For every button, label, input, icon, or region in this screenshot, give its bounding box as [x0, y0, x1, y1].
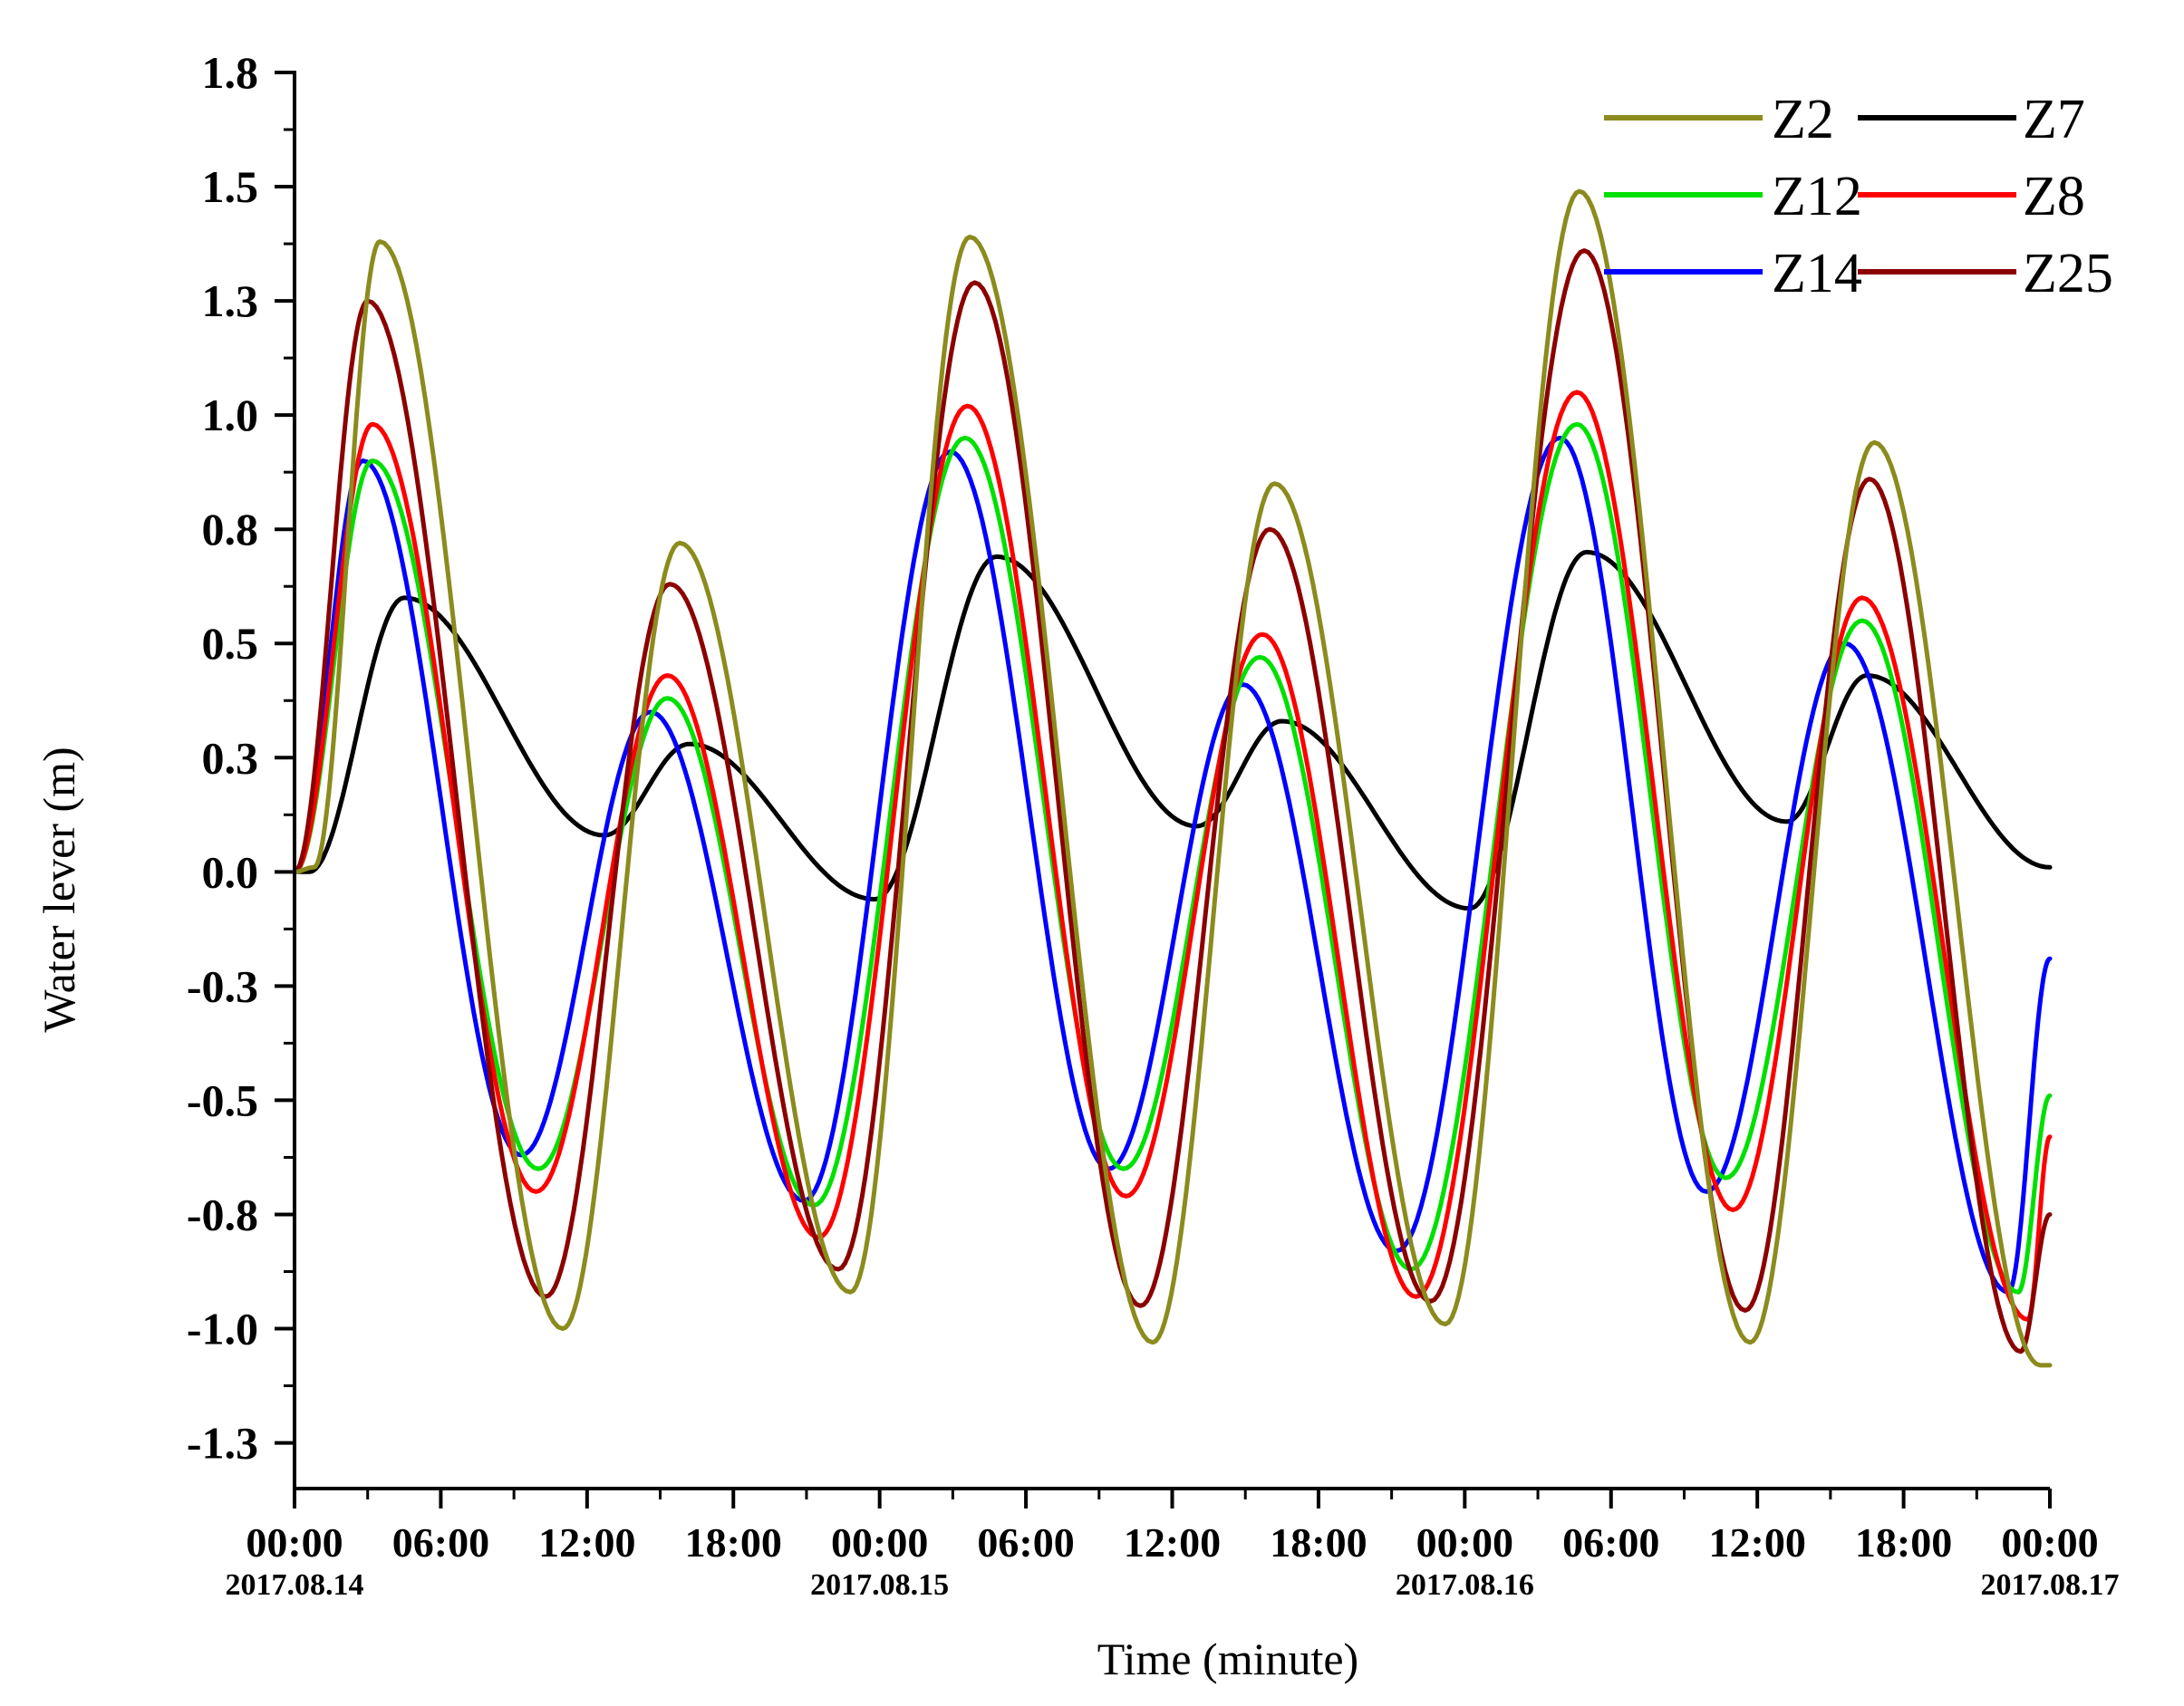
x-tick-label: 12:00	[1124, 1519, 1221, 1566]
y-tick-label: 0.0	[202, 846, 259, 897]
x-tick-label: 06:00	[392, 1519, 489, 1566]
series-layer	[292, 188, 2053, 1368]
x-tick-label: 00:00	[246, 1519, 343, 1566]
y-tick-labels: 1.8 1.5 1.3 1.0 0.8 0.5 0.3 0.0 -0.3 -0.5 -0.8 -1.0…	[187, 47, 258, 1469]
date-label: 2017.08.14	[226, 1568, 364, 1602]
y-tick-label: 1.3	[202, 275, 259, 326]
x-tick-label: 18:00	[685, 1519, 782, 1566]
y-axis-label: Water lever (m)	[34, 747, 84, 1032]
x-tick-label: 00:00	[1416, 1519, 1513, 1566]
y-tick-label: -1.3	[187, 1418, 258, 1469]
y-tick-label: 1.5	[202, 161, 259, 212]
x-tick-label: 12:00	[538, 1519, 635, 1566]
y-tick-label: 0.8	[202, 504, 259, 554]
legend-label-z2: Z2	[1772, 89, 1834, 150]
x-tick-labels: 00:00 06:00 12:00 18:00 00:00 06:00 12:00 18:00…	[246, 1519, 2098, 1566]
date-labels: 2017.08.14 2017.08.15 2017.08.16 2017.08.17	[226, 1568, 2120, 1602]
x-tick-label: 00:00	[2001, 1519, 2098, 1566]
y-tick-label: -0.8	[187, 1189, 258, 1239]
y-tick-label: 0.5	[202, 618, 259, 669]
date-label: 2017.08.15	[810, 1568, 949, 1602]
legend-label-z12: Z12	[1772, 166, 1862, 227]
x-tick-label: 12:00	[1709, 1519, 1806, 1566]
date-label: 2017.08.17	[1981, 1568, 2120, 1602]
series-line-z2	[292, 188, 2053, 1368]
y-tick-label: 0.3	[202, 732, 259, 783]
series-line-z7	[292, 549, 2053, 911]
legend: Z2 Z7 Z12 Z8 Z14 Z25	[1604, 89, 2113, 304]
x-tick-label: 06:00	[1562, 1519, 1659, 1566]
x-tick-label: 00:00	[831, 1519, 928, 1566]
y-tick-label: -0.5	[187, 1075, 258, 1125]
legend-label-z8: Z8	[2023, 166, 2085, 227]
date-label: 2017.08.16	[1396, 1568, 1534, 1602]
x-tick-label: 18:00	[1270, 1519, 1367, 1566]
legend-label-z14: Z14	[1772, 243, 1862, 304]
x-axis-label: Time (minute)	[1097, 1634, 1358, 1684]
legend-label-z7: Z7	[2023, 89, 2085, 150]
y-tick-label: -1.0	[187, 1304, 258, 1354]
series-line-z12	[292, 421, 2053, 1295]
y-tick-label: -0.3	[187, 960, 258, 1011]
x-tick-label: 06:00	[977, 1519, 1074, 1566]
y-tick-label: 1.0	[202, 390, 259, 440]
series-line-z8	[292, 390, 2053, 1322]
series-line-z25	[292, 248, 2053, 1354]
x-tick-label: 18:00	[1855, 1519, 1952, 1566]
y-tick-label: 1.8	[202, 47, 259, 98]
series-line-z14	[292, 435, 2053, 1295]
legend-label-z25: Z25	[2023, 243, 2113, 304]
